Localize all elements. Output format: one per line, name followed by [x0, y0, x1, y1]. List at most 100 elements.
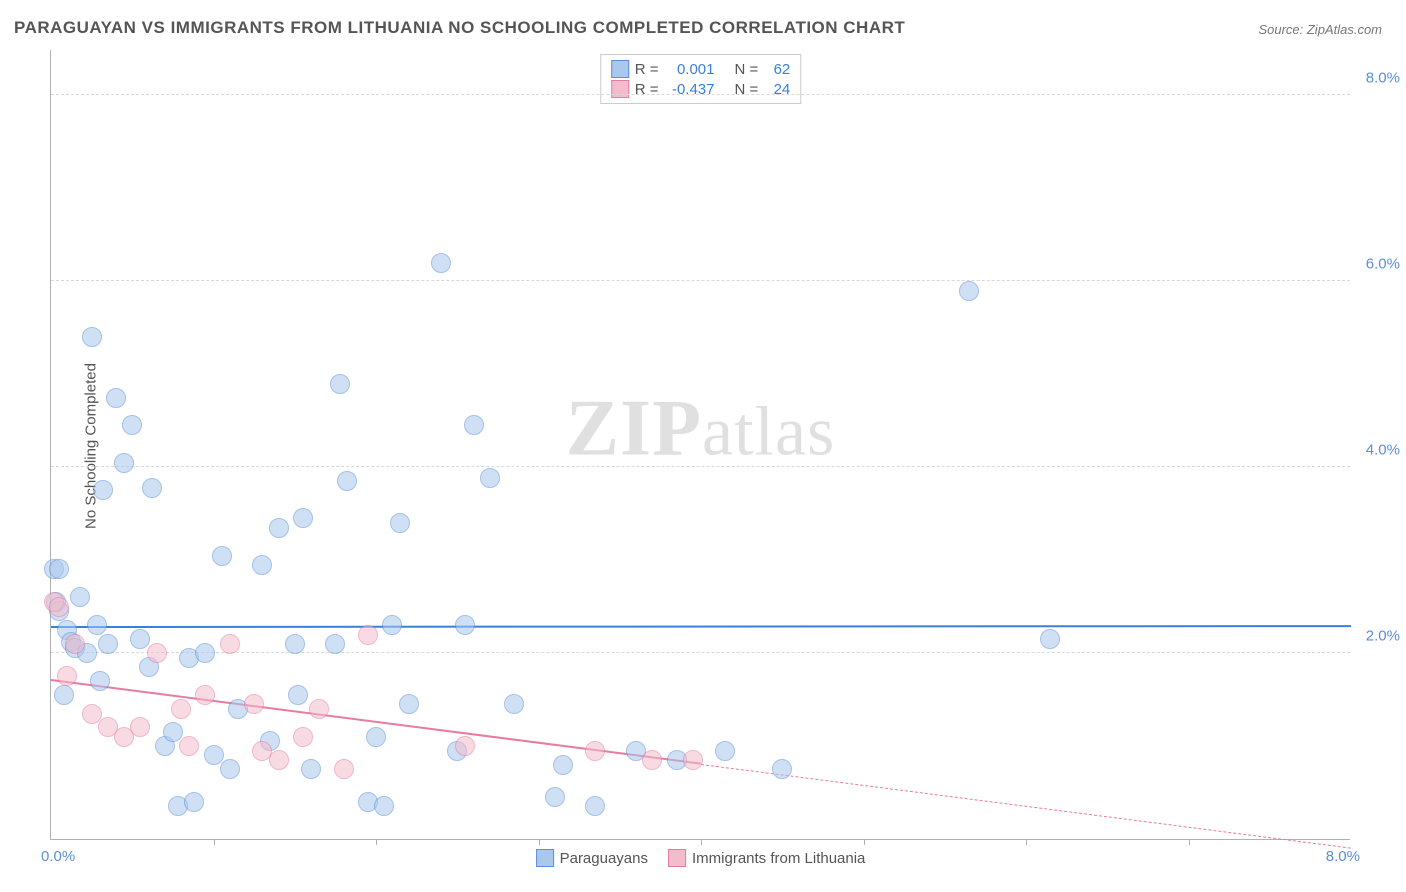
data-point [285, 634, 305, 654]
data-point [545, 787, 565, 807]
data-point [147, 643, 167, 663]
data-point [309, 699, 329, 719]
data-point [184, 792, 204, 812]
watermark: ZIPatlas [566, 383, 836, 474]
legend-label-0: Paraguayans [560, 850, 648, 867]
data-point [374, 796, 394, 816]
stats-row-series-0: R = 0.001 N = 62 [611, 59, 791, 79]
chart-title: PARAGUAYAN VS IMMIGRANTS FROM LITHUANIA … [14, 18, 905, 38]
data-point [98, 634, 118, 654]
data-point [464, 415, 484, 435]
data-point [1040, 629, 1060, 649]
data-point [504, 694, 524, 714]
data-point [772, 759, 792, 779]
data-point [220, 634, 240, 654]
data-point [106, 388, 126, 408]
data-point [585, 796, 605, 816]
data-point [288, 685, 308, 705]
data-point [49, 597, 69, 617]
data-point [244, 694, 264, 714]
data-point [70, 587, 90, 607]
r-value-0: 0.001 [665, 61, 715, 78]
y-tick-label: 6.0% [1366, 256, 1400, 273]
x-tick [1026, 839, 1027, 845]
data-point [293, 508, 313, 528]
data-point [93, 480, 113, 500]
plot-area: ZIPatlas R = 0.001 N = 62 R = -0.437 N =… [50, 50, 1350, 840]
data-point [330, 374, 350, 394]
data-point [325, 634, 345, 654]
data-point [65, 634, 85, 654]
data-point [293, 727, 313, 747]
swatch-series-0 [611, 60, 629, 78]
gridline [51, 652, 1350, 653]
data-point [87, 615, 107, 635]
data-point [366, 727, 386, 747]
n-label: N = [735, 61, 759, 78]
data-point [358, 625, 378, 645]
x-tick [1189, 839, 1190, 845]
data-point [163, 722, 183, 742]
swatch-series-0-b [536, 849, 554, 867]
data-point [334, 759, 354, 779]
data-point [337, 471, 357, 491]
swatch-series-1-b [668, 849, 686, 867]
data-point [455, 736, 475, 756]
trend-line [701, 764, 1351, 849]
data-point [49, 559, 69, 579]
data-point [382, 615, 402, 635]
data-point [82, 704, 102, 724]
data-point [301, 759, 321, 779]
data-point [252, 555, 272, 575]
data-point [195, 643, 215, 663]
data-point [959, 281, 979, 301]
stats-row-series-1: R = -0.437 N = 24 [611, 79, 791, 99]
data-point [553, 755, 573, 775]
data-point [130, 717, 150, 737]
data-point [390, 513, 410, 533]
x-tick [701, 839, 702, 845]
data-point [642, 750, 662, 770]
data-point [585, 741, 605, 761]
data-point [114, 453, 134, 473]
x-axis-max-label: 8.0% [1326, 848, 1360, 865]
x-tick [214, 839, 215, 845]
x-tick [376, 839, 377, 845]
data-point [204, 745, 224, 765]
series-legend: Paraguayans Immigrants from Lithuania [536, 849, 866, 867]
x-tick [864, 839, 865, 845]
data-point [171, 699, 191, 719]
data-point [715, 741, 735, 761]
gridline [51, 280, 1350, 281]
data-point [82, 327, 102, 347]
y-tick-label: 4.0% [1366, 442, 1400, 459]
data-point [130, 629, 150, 649]
data-point [90, 671, 110, 691]
data-point [399, 694, 419, 714]
data-point [122, 415, 142, 435]
gridline [51, 94, 1350, 95]
data-point [480, 468, 500, 488]
legend-label-1: Immigrants from Lithuania [692, 850, 865, 867]
data-point [455, 615, 475, 635]
data-point [683, 750, 703, 770]
y-tick-label: 8.0% [1366, 70, 1400, 87]
data-point [179, 736, 199, 756]
trend-line [51, 625, 1351, 628]
legend-item-1: Immigrants from Lithuania [668, 849, 865, 867]
source-attribution: Source: ZipAtlas.com [1258, 22, 1382, 37]
r-label: R = [635, 61, 659, 78]
x-axis-min-label: 0.0% [41, 848, 75, 865]
gridline [51, 466, 1350, 467]
data-point [57, 666, 77, 686]
data-point [269, 750, 289, 770]
data-point [220, 759, 240, 779]
data-point [142, 478, 162, 498]
data-point [269, 518, 289, 538]
data-point [54, 685, 74, 705]
y-tick-label: 2.0% [1366, 628, 1400, 645]
stats-legend: R = 0.001 N = 62 R = -0.437 N = 24 [600, 54, 802, 104]
data-point [431, 253, 451, 273]
x-tick [539, 839, 540, 845]
legend-item-0: Paraguayans [536, 849, 648, 867]
